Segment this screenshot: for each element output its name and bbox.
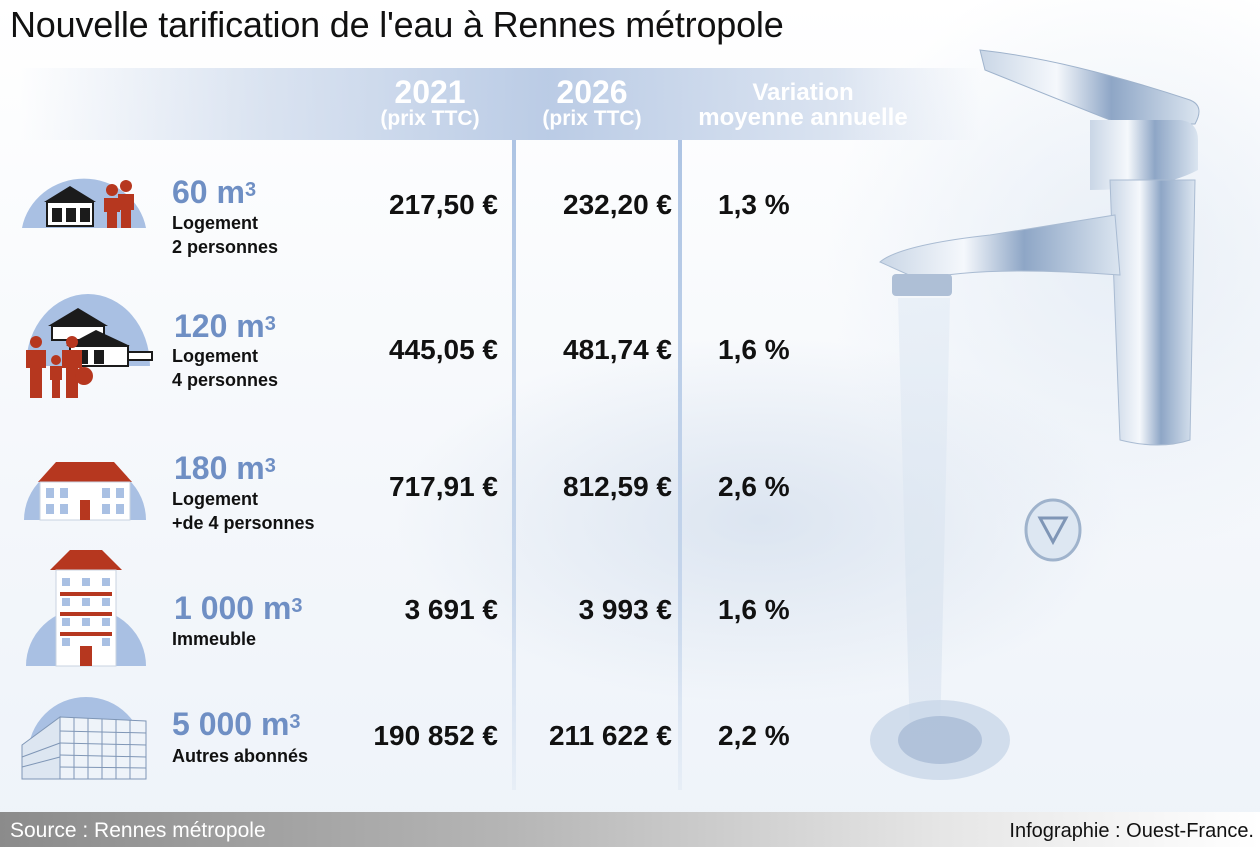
price-2021: 190 852 € xyxy=(373,720,498,751)
row-description: Logement +de 4 personnes xyxy=(172,487,315,535)
column-title-line: moyenne annuelle xyxy=(698,104,908,131)
credit-text: Infographie : Ouest-France. xyxy=(1009,820,1254,842)
row-label: Logement xyxy=(172,213,259,233)
footer-bar xyxy=(0,812,1260,847)
row-volume: 120 m3 xyxy=(174,308,276,344)
column-year: 2026 xyxy=(556,74,628,110)
column-divider xyxy=(678,140,682,790)
column-year: 2021 xyxy=(394,74,466,110)
row-label: Autres abonnés xyxy=(172,746,309,766)
large-house-icon xyxy=(24,462,146,521)
row-label: Logement xyxy=(172,346,259,366)
row-description: Logement 4 personnes xyxy=(172,344,278,392)
row-description: Logement 2 personnes xyxy=(172,211,278,259)
column-header-2026: 2026 (prix TTC) xyxy=(522,76,662,130)
row-volume: 60 m3 xyxy=(172,174,257,210)
house-couple-icon xyxy=(22,178,146,228)
row-description: Autres abonnés xyxy=(172,744,308,768)
price-2026: 232,20 € xyxy=(563,189,672,220)
source-text: Source : Rennes métropole xyxy=(10,819,266,842)
house-family-icon xyxy=(26,294,153,398)
column-subtitle: (prix TTC) xyxy=(542,107,642,130)
row-volume: 180 m3 xyxy=(174,450,276,486)
variation-value: 1,6 % xyxy=(718,334,790,365)
page-title: Nouvelle tarification de l'eau à Rennes … xyxy=(10,4,784,45)
price-2026: 812,59 € xyxy=(563,471,672,502)
column-subtitle: (prix TTC) xyxy=(380,107,480,130)
faucet-illustration xyxy=(870,49,1200,780)
table-header-band xyxy=(20,68,980,140)
price-2026: 211 622 € xyxy=(548,720,672,751)
row-label: Immeuble xyxy=(172,629,257,649)
price-2021: 217,50 € xyxy=(389,189,498,220)
price-2021: 445,05 € xyxy=(389,334,498,365)
column-title-line: Variation xyxy=(752,79,854,106)
row-label: 4 personnes xyxy=(172,370,279,390)
variation-value: 2,6 % xyxy=(718,471,790,502)
variation-value: 1,3 % xyxy=(718,189,790,220)
price-2026: 481,74 € xyxy=(563,334,672,365)
row-volume: 1 000 m3 xyxy=(174,590,303,626)
column-header-variation: Variation moyenne annuelle xyxy=(678,80,928,130)
row-label: +de 4 personnes xyxy=(172,513,315,533)
row-label: 2 personnes xyxy=(172,237,279,257)
column-divider xyxy=(512,140,516,790)
apartment-building-icon xyxy=(26,550,146,667)
variation-value: 1,6 % xyxy=(718,594,790,625)
price-2021: 3 691 € xyxy=(404,594,498,625)
variation-value: 2,2 % xyxy=(718,720,790,751)
row-description: Immeuble xyxy=(172,627,256,651)
row-volume: 5 000 m3 xyxy=(172,706,301,742)
price-2026: 3 993 € xyxy=(578,594,672,625)
row-label: Logement xyxy=(172,489,259,509)
office-building-icon xyxy=(21,697,147,780)
price-2021: 717,91 € xyxy=(389,471,498,502)
column-header-2021: 2021 (prix TTC) xyxy=(360,76,500,130)
